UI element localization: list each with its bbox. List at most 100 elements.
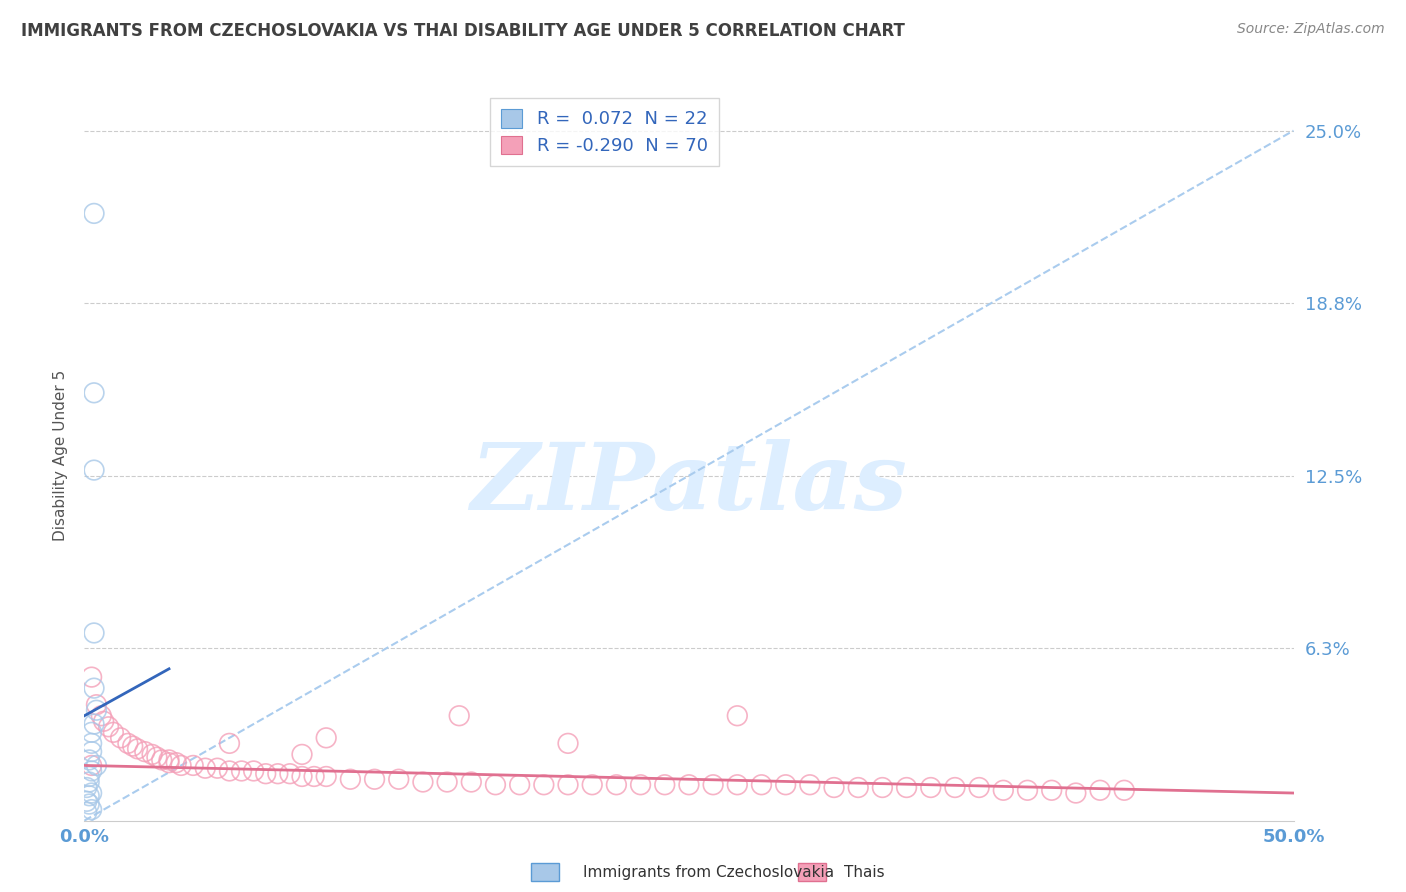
- Point: [76, 780, 98, 795]
- Point: [218, 736, 240, 750]
- Point: [83, 385, 105, 400]
- Point: [83, 206, 105, 220]
- Point: [86, 698, 108, 712]
- Point: [315, 731, 337, 745]
- Point: [896, 780, 918, 795]
- Point: [1088, 783, 1111, 797]
- Point: [121, 739, 143, 753]
- Point: [291, 747, 314, 762]
- Text: Immigrants from Czechoslovakia: Immigrants from Czechoslovakia: [583, 865, 835, 880]
- Point: [581, 778, 603, 792]
- Point: [93, 714, 115, 729]
- Point: [80, 764, 103, 778]
- Text: Source: ZipAtlas.com: Source: ZipAtlas.com: [1237, 22, 1385, 37]
- Point: [170, 758, 193, 772]
- Point: [80, 745, 103, 759]
- Text: Thais: Thais: [844, 865, 884, 880]
- Point: [872, 780, 894, 795]
- Text: IMMIGRANTS FROM CZECHOSLOVAKIA VS THAI DISABILITY AGE UNDER 5 CORRELATION CHART: IMMIGRANTS FROM CZECHOSLOVAKIA VS THAI D…: [21, 22, 905, 40]
- Point: [943, 780, 966, 795]
- Point: [146, 750, 169, 764]
- Point: [83, 463, 105, 477]
- Point: [654, 778, 676, 792]
- Point: [157, 753, 180, 767]
- Point: [605, 778, 627, 792]
- Point: [267, 766, 290, 780]
- Point: [678, 778, 700, 792]
- Point: [254, 766, 277, 780]
- Point: [702, 778, 724, 792]
- Point: [80, 786, 103, 800]
- Point: [141, 747, 163, 762]
- Point: [484, 778, 506, 792]
- Point: [363, 772, 385, 787]
- Point: [103, 725, 125, 739]
- Point: [725, 778, 748, 792]
- Point: [449, 708, 471, 723]
- Point: [388, 772, 411, 787]
- Point: [97, 720, 120, 734]
- Point: [76, 805, 98, 820]
- Point: [846, 780, 869, 795]
- Bar: [531, 863, 560, 881]
- Point: [77, 789, 100, 803]
- Point: [83, 717, 105, 731]
- Point: [80, 758, 103, 772]
- Point: [725, 708, 748, 723]
- Point: [1017, 783, 1039, 797]
- Point: [110, 731, 132, 745]
- Point: [775, 778, 797, 792]
- Point: [80, 803, 103, 817]
- Point: [436, 775, 458, 789]
- Point: [302, 769, 325, 783]
- Point: [799, 778, 821, 792]
- Point: [460, 775, 482, 789]
- Point: [77, 753, 100, 767]
- Point: [315, 769, 337, 783]
- Point: [157, 756, 180, 770]
- Point: [630, 778, 652, 792]
- Point: [86, 758, 108, 772]
- Point: [76, 794, 98, 808]
- Point: [1114, 783, 1136, 797]
- Point: [231, 764, 253, 778]
- Bar: [797, 863, 827, 881]
- Point: [339, 772, 361, 787]
- Point: [117, 736, 139, 750]
- Point: [207, 761, 229, 775]
- Point: [134, 745, 156, 759]
- Point: [80, 736, 103, 750]
- Point: [83, 681, 105, 695]
- Point: [412, 775, 434, 789]
- Y-axis label: Disability Age Under 5: Disability Age Under 5: [53, 369, 69, 541]
- Point: [181, 758, 204, 772]
- Point: [823, 780, 845, 795]
- Point: [77, 769, 100, 783]
- Legend: R =  0.072  N = 22, R = -0.290  N = 70: R = 0.072 N = 22, R = -0.290 N = 70: [489, 98, 718, 166]
- Point: [242, 764, 264, 778]
- Point: [218, 764, 240, 778]
- Point: [751, 778, 773, 792]
- Point: [86, 703, 108, 717]
- Point: [1064, 786, 1087, 800]
- Point: [80, 670, 103, 684]
- Point: [90, 708, 112, 723]
- Point: [165, 756, 187, 770]
- Point: [533, 778, 555, 792]
- Point: [127, 742, 149, 756]
- Point: [150, 753, 173, 767]
- Point: [291, 769, 314, 783]
- Point: [993, 783, 1015, 797]
- Point: [77, 775, 100, 789]
- Point: [557, 736, 579, 750]
- Point: [1040, 783, 1063, 797]
- Text: ZIPatlas: ZIPatlas: [471, 439, 907, 529]
- Point: [278, 766, 301, 780]
- Point: [920, 780, 942, 795]
- Point: [967, 780, 990, 795]
- Point: [194, 761, 217, 775]
- Point: [509, 778, 531, 792]
- Point: [83, 626, 105, 640]
- Point: [80, 725, 103, 739]
- Point: [77, 797, 100, 811]
